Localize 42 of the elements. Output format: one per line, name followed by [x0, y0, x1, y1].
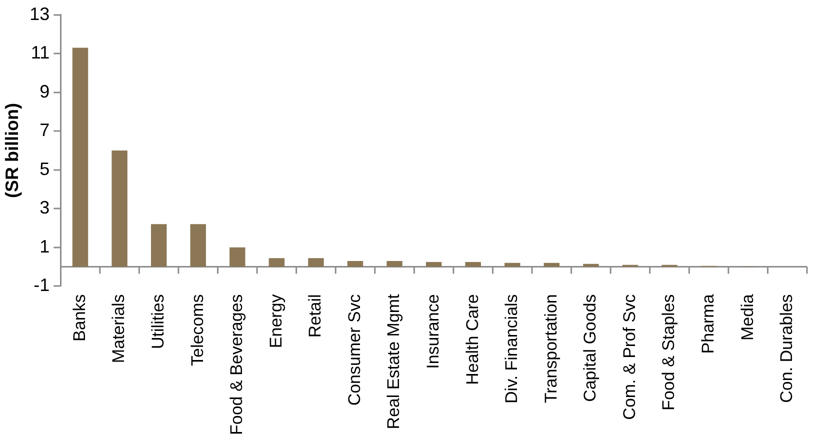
x-tick-label: Food & Beverages [227, 294, 246, 436]
x-tick-label: Consumer Svc [344, 294, 364, 406]
x-tick-label: Pharma [698, 294, 718, 354]
y-tick-label: 9 [40, 81, 50, 102]
x-tick-label: Health Care [462, 294, 482, 385]
bar [230, 247, 246, 267]
y-tick-label: 7 [40, 120, 50, 140]
bar [308, 258, 324, 267]
x-tick-label: Transportation [541, 294, 560, 404]
bar [583, 264, 599, 267]
y-axis-title: (SR billion) [2, 103, 22, 198]
x-tick-label: Food & Staples [659, 294, 678, 410]
x-tick-label: Media [738, 294, 757, 341]
x-tick-label: Insurance [424, 294, 442, 369]
x-tick-label: Energy [266, 294, 286, 348]
bar [72, 48, 88, 267]
bar [112, 150, 128, 267]
bar [386, 260, 402, 267]
x-tick-label: Div. Financials [502, 294, 522, 404]
x-tick-label: Real Estate Mgmt [384, 294, 404, 430]
x-tick-label: Retail [306, 294, 325, 338]
y-tick-label: 13 [30, 4, 50, 24]
bar [268, 258, 285, 267]
bar [347, 260, 364, 267]
x-tick-label: Capital Goods [580, 294, 600, 402]
bar [544, 262, 560, 267]
bar [150, 224, 167, 267]
y-tick-label: 3 [40, 198, 50, 218]
y-tick-label: 11 [30, 42, 50, 63]
x-tick-label: Telecoms [188, 294, 207, 366]
y-tick-label: 1 [40, 236, 50, 256]
x-tick-label: Utilities [148, 294, 168, 349]
bar [426, 262, 442, 267]
x-tick-label: Con. Durables [777, 294, 796, 403]
bar [190, 224, 206, 267]
bar [504, 262, 520, 267]
y-tick-label: -1 [34, 275, 50, 296]
y-tick-label: 5 [40, 158, 50, 179]
bar [465, 262, 481, 267]
x-tick-label: Banks [70, 294, 89, 342]
x-tick-label: Materials [109, 294, 128, 364]
x-tick-label: Com. & Prof Svc [620, 294, 639, 420]
